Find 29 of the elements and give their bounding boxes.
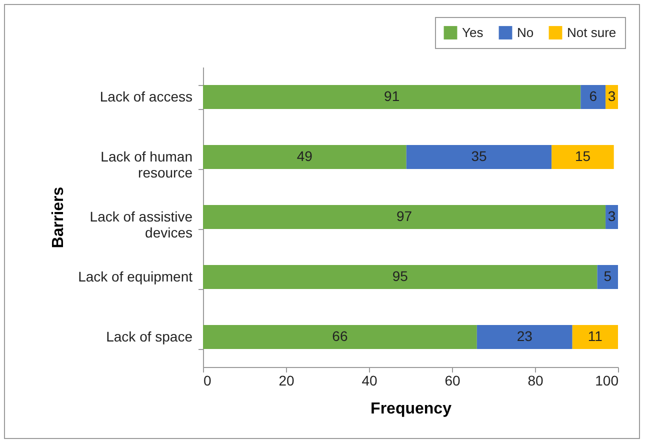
x-tick-label: 40	[362, 372, 378, 388]
data-label: 49	[296, 148, 313, 164]
legend-label: Yes	[462, 24, 484, 40]
data-label: 91	[384, 88, 400, 104]
data-label: 11	[588, 328, 603, 344]
data-label: 15	[574, 148, 591, 164]
x-tick-label: 20	[278, 372, 294, 388]
x-tick-label: 60	[444, 372, 460, 388]
y-tick-label: Lack of space	[106, 328, 193, 344]
y-axis-title: Barriers	[50, 186, 68, 248]
y-tick-label: Lack of equipment	[78, 268, 193, 284]
data-label: 6	[589, 88, 598, 104]
x-tick-label: 0	[204, 372, 212, 388]
x-axis-title: Frequency	[370, 400, 452, 418]
legend-label: Not sure	[567, 24, 616, 40]
y-tick-label: Lack of human resource	[100, 148, 193, 180]
x-tick-label: 80	[528, 372, 544, 388]
data-label: 66	[332, 328, 348, 344]
data-label: 23	[516, 328, 533, 344]
data-label: 95	[392, 268, 408, 284]
legend-label: No	[517, 24, 534, 40]
data-label: 35	[471, 148, 487, 164]
data-label: 97	[396, 208, 412, 224]
data-label: 5	[604, 268, 612, 284]
x-tick-label: 100	[595, 372, 619, 388]
y-tick-label: Lack of assistive devices	[90, 208, 193, 240]
data-label: 3	[608, 208, 616, 224]
y-tick-label: Lack of access	[100, 88, 192, 104]
data-label: 3	[608, 88, 616, 104]
